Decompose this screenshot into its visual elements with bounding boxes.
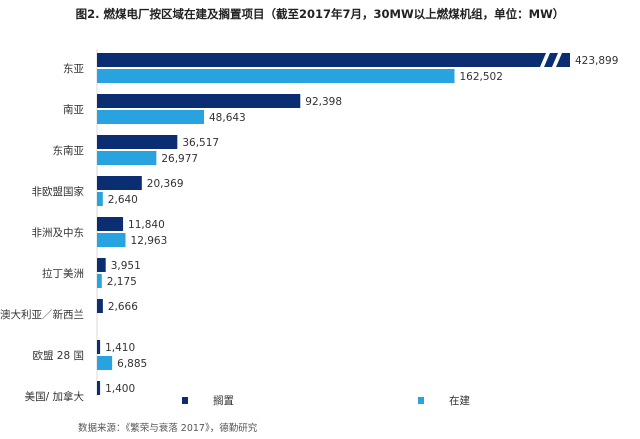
data-label: 48,643 (209, 112, 246, 124)
bar-under-construction (97, 274, 102, 288)
data-label: 1,410 (105, 342, 135, 354)
bar-under-construction (97, 233, 126, 247)
bar-under-construction (97, 69, 455, 83)
bar-suspended (97, 135, 178, 149)
category-label: 欧盟 28 国 (32, 350, 84, 362)
bar-under-construction (97, 151, 157, 165)
data-label: 162,502 (460, 71, 503, 83)
data-label: 12,963 (131, 235, 168, 247)
category-label: 东亚 (63, 62, 84, 75)
data-label: 26,977 (161, 153, 198, 165)
category-label: 美国/ 加拿大 (25, 390, 85, 403)
legend-label: 在建 (449, 394, 470, 407)
data-label: 2,666 (108, 301, 138, 313)
category-label: 非欧盟国家 (32, 185, 85, 198)
data-label: 423,899 (575, 55, 618, 67)
bar-under-construction (97, 356, 113, 370)
category-label: 东南亚 (53, 144, 85, 157)
data-label: 11,840 (128, 219, 165, 231)
bar-suspended (97, 94, 301, 108)
bar-suspended (97, 381, 101, 395)
category-label: 拉丁美洲 (42, 267, 84, 280)
bar-under-construction (97, 110, 205, 124)
data-label: 3,951 (111, 260, 141, 272)
bar-suspended (97, 340, 101, 354)
axis-break-mark (540, 53, 550, 67)
category-label: 非洲及中东 (32, 226, 85, 239)
bar-suspended (97, 53, 570, 67)
bar-under-construction (97, 192, 103, 206)
data-label: 2,640 (108, 194, 138, 206)
legend-label: 搁置 (213, 394, 234, 407)
bar-suspended (97, 176, 142, 190)
category-label: 澳大利亚／新西兰 (0, 308, 84, 321)
data-label: 20,369 (147, 178, 184, 190)
legend-swatch (418, 397, 424, 404)
data-label: 36,517 (182, 137, 219, 149)
chart-title: 图2. 燃煤电厂按区域在建及搁置项目（截至2017年7月，30MW以上燃煤机组，… (75, 7, 565, 21)
legend-swatch (182, 397, 188, 404)
data-label: 2,175 (107, 276, 137, 288)
data-label: 6,885 (117, 358, 147, 370)
bar-suspended (97, 217, 124, 231)
bar-suspended (97, 299, 103, 313)
category-label: 南亚 (63, 103, 84, 116)
data-label: 92,398 (305, 96, 342, 108)
axis-break-mark (552, 53, 562, 67)
data-label: 1,400 (105, 383, 135, 395)
source-note: 数据来源：《繁荣与衰落 2017》，德勤研究 (78, 423, 258, 434)
bar-suspended (97, 258, 106, 272)
